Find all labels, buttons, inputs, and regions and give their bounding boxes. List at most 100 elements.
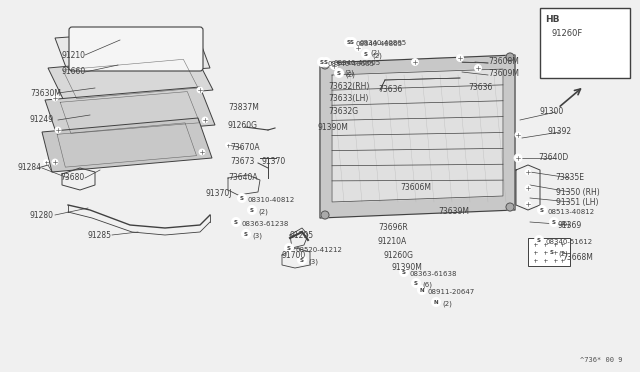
Text: 91351 (LH): 91351 (LH) <box>556 198 598 206</box>
Text: 73670A: 73670A <box>230 144 260 153</box>
Text: 73696R: 73696R <box>378 224 408 232</box>
Text: 91370J: 91370J <box>205 189 232 199</box>
Circle shape <box>532 257 538 263</box>
Circle shape <box>506 53 514 61</box>
Circle shape <box>552 250 557 254</box>
Circle shape <box>321 58 330 67</box>
Text: 91700: 91700 <box>282 251 307 260</box>
Text: 91370: 91370 <box>262 157 286 167</box>
Circle shape <box>534 235 543 244</box>
Circle shape <box>199 149 205 155</box>
Polygon shape <box>55 28 210 78</box>
Text: S: S <box>300 258 304 263</box>
Circle shape <box>552 257 557 263</box>
Text: 91249: 91249 <box>30 115 54 125</box>
Circle shape <box>321 61 329 69</box>
Text: 91285: 91285 <box>88 231 112 240</box>
Circle shape <box>362 49 371 58</box>
Bar <box>528 238 570 266</box>
Text: 91660: 91660 <box>62 67 86 77</box>
Circle shape <box>298 256 307 264</box>
Text: (2): (2) <box>345 71 355 78</box>
Bar <box>540 8 630 78</box>
Text: 08340-40605: 08340-40605 <box>328 61 375 67</box>
Circle shape <box>55 127 61 133</box>
Text: 73668M: 73668M <box>562 253 593 263</box>
Text: 91210: 91210 <box>62 51 86 60</box>
Text: 91260F: 91260F <box>552 29 583 38</box>
Text: 08340-40605: 08340-40605 <box>334 60 381 66</box>
Text: 73837M: 73837M <box>228 103 259 112</box>
Text: 08911-20647: 08911-20647 <box>428 289 476 295</box>
Circle shape <box>579 55 589 65</box>
Circle shape <box>456 55 463 61</box>
Text: 73639M: 73639M <box>438 208 469 217</box>
Circle shape <box>474 64 481 71</box>
Circle shape <box>335 68 344 77</box>
Circle shape <box>543 241 547 247</box>
Circle shape <box>506 203 514 211</box>
Circle shape <box>321 211 329 219</box>
Text: 91280: 91280 <box>30 211 54 219</box>
Circle shape <box>44 160 49 164</box>
Text: 73632(RH): 73632(RH) <box>328 83 369 92</box>
Polygon shape <box>45 87 215 138</box>
Circle shape <box>285 244 294 253</box>
Text: 91260G: 91260G <box>384 251 414 260</box>
Text: (2): (2) <box>258 208 268 215</box>
Circle shape <box>399 267 408 276</box>
Polygon shape <box>332 69 503 202</box>
Text: 08340-51612: 08340-51612 <box>545 238 592 244</box>
Text: ^736* 00 9: ^736* 00 9 <box>580 357 623 363</box>
Circle shape <box>559 257 564 263</box>
Text: S: S <box>234 220 238 225</box>
Text: S: S <box>402 270 406 275</box>
Circle shape <box>515 132 521 138</box>
Circle shape <box>197 87 203 93</box>
Text: 73606M: 73606M <box>400 183 431 192</box>
Text: S: S <box>240 196 244 201</box>
Text: 08513-40812: 08513-40812 <box>548 208 595 215</box>
Circle shape <box>514 154 522 162</box>
Text: N: N <box>434 300 438 305</box>
Circle shape <box>412 58 419 65</box>
Text: HB: HB <box>545 15 559 24</box>
Circle shape <box>412 279 420 288</box>
Text: 91369: 91369 <box>558 221 582 230</box>
Text: (2): (2) <box>372 52 382 59</box>
Circle shape <box>52 95 58 101</box>
Circle shape <box>525 201 531 207</box>
Circle shape <box>317 58 326 67</box>
Circle shape <box>559 241 564 247</box>
Text: (2): (2) <box>558 250 568 257</box>
Text: 91392: 91392 <box>548 128 572 137</box>
Text: S: S <box>414 281 418 286</box>
Text: 91390M: 91390M <box>392 263 423 273</box>
Text: 91295: 91295 <box>290 231 314 241</box>
Circle shape <box>550 218 559 227</box>
Circle shape <box>532 250 538 254</box>
Text: 73630M: 73630M <box>30 89 61 97</box>
Text: 73835E: 73835E <box>555 173 584 183</box>
Text: 73632G: 73632G <box>328 108 358 116</box>
Text: (2): (2) <box>442 300 452 307</box>
Circle shape <box>417 285 426 295</box>
Text: S: S <box>244 232 248 237</box>
Polygon shape <box>320 55 515 218</box>
Text: S: S <box>364 52 368 57</box>
Text: 73640D: 73640D <box>538 154 568 163</box>
Text: S: S <box>324 60 328 65</box>
Circle shape <box>543 250 547 254</box>
Text: 08340-40805: 08340-40805 <box>355 41 402 46</box>
Text: 73680: 73680 <box>60 173 84 183</box>
Text: 08520-41212: 08520-41212 <box>295 247 342 253</box>
Text: S: S <box>320 60 324 65</box>
Circle shape <box>543 257 547 263</box>
Text: S: S <box>347 40 351 45</box>
Text: 73636: 73636 <box>378 86 403 94</box>
Text: (6): (6) <box>422 281 432 288</box>
Circle shape <box>348 38 356 46</box>
Text: 91350 (RH): 91350 (RH) <box>556 187 600 196</box>
Text: 73636: 73636 <box>468 83 492 92</box>
Text: 91210A: 91210A <box>378 237 407 247</box>
